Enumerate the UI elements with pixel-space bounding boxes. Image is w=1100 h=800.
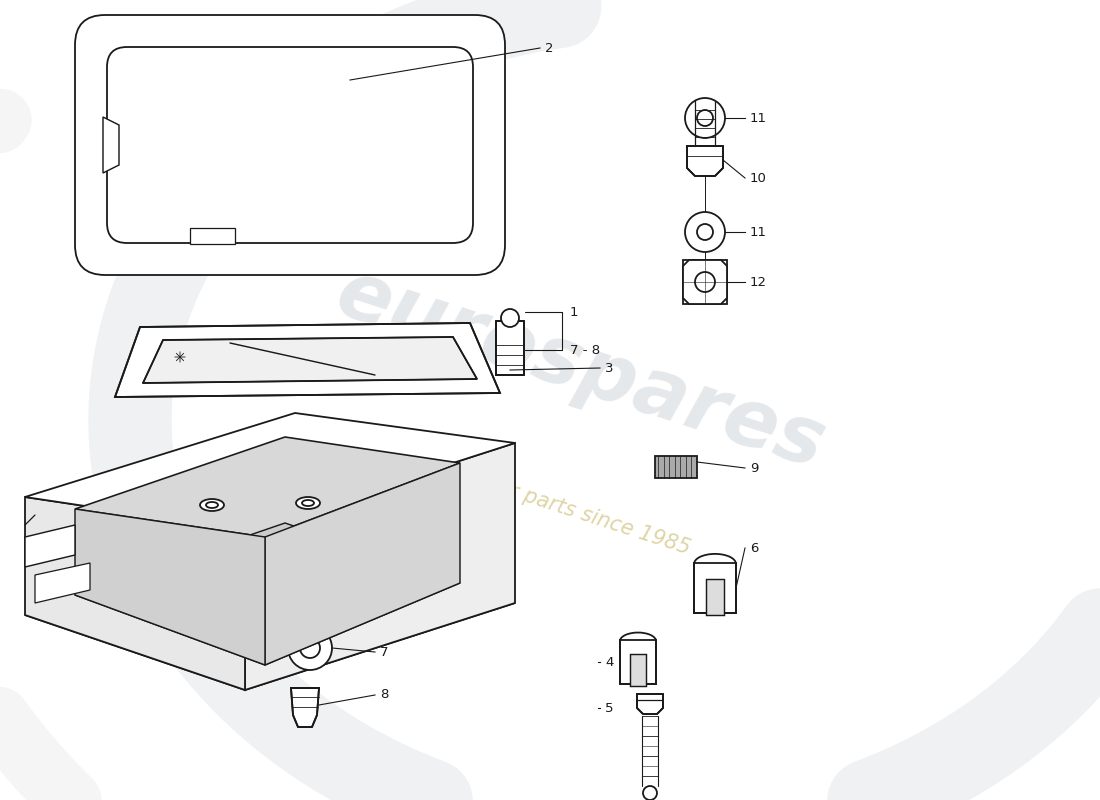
Circle shape [695, 272, 715, 292]
Polygon shape [688, 146, 723, 176]
Text: eurospares: eurospares [326, 254, 834, 486]
FancyBboxPatch shape [107, 47, 473, 243]
Polygon shape [683, 260, 727, 304]
Polygon shape [25, 533, 515, 690]
Text: 3: 3 [605, 362, 614, 374]
Text: 11: 11 [750, 111, 767, 125]
Circle shape [288, 626, 332, 670]
Polygon shape [75, 437, 460, 537]
Polygon shape [637, 694, 663, 714]
Circle shape [500, 309, 519, 327]
Polygon shape [265, 463, 460, 665]
Circle shape [697, 110, 713, 126]
Ellipse shape [206, 502, 218, 508]
Text: 9: 9 [750, 462, 758, 474]
Polygon shape [630, 654, 646, 686]
Polygon shape [25, 497, 245, 690]
Ellipse shape [296, 497, 320, 509]
Polygon shape [683, 260, 727, 304]
Polygon shape [694, 562, 736, 614]
Bar [654, 456, 697, 478]
Circle shape [685, 98, 725, 138]
Polygon shape [75, 523, 460, 665]
Text: 5: 5 [605, 702, 614, 714]
Text: a passion for parts since 1985: a passion for parts since 1985 [387, 442, 693, 558]
Polygon shape [143, 337, 477, 383]
Circle shape [644, 786, 657, 800]
Text: 11: 11 [750, 226, 767, 238]
Polygon shape [35, 563, 90, 603]
Polygon shape [706, 579, 724, 615]
Text: 7: 7 [379, 646, 388, 658]
Text: 1: 1 [570, 306, 579, 318]
Text: 4: 4 [605, 655, 614, 669]
Polygon shape [25, 525, 75, 567]
Polygon shape [25, 413, 515, 530]
Text: 2: 2 [544, 42, 553, 54]
Text: 8: 8 [379, 689, 388, 702]
Polygon shape [620, 640, 656, 684]
Polygon shape [292, 688, 319, 727]
Ellipse shape [200, 499, 224, 511]
Text: 12: 12 [750, 275, 767, 289]
Polygon shape [116, 323, 501, 397]
FancyBboxPatch shape [75, 15, 505, 275]
Polygon shape [496, 321, 524, 375]
Circle shape [685, 212, 725, 252]
Text: 6: 6 [750, 542, 758, 554]
Circle shape [697, 224, 713, 240]
Circle shape [300, 638, 320, 658]
Ellipse shape [302, 500, 313, 506]
Polygon shape [103, 117, 119, 173]
Polygon shape [245, 443, 515, 690]
Text: 10: 10 [750, 171, 767, 185]
Polygon shape [75, 509, 265, 665]
Polygon shape [190, 228, 235, 244]
Text: 7 - 8: 7 - 8 [570, 343, 601, 357]
